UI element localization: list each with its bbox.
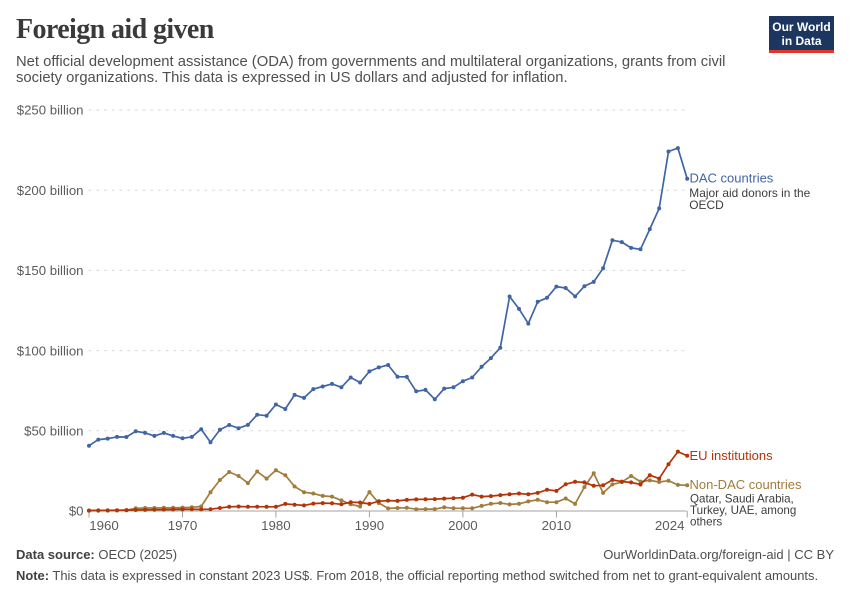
svg-text:$200 billion: $200 billion — [17, 183, 84, 198]
svg-text:Turkey, UAE, among: Turkey, UAE, among — [690, 504, 796, 517]
svg-text:Non-DAC countries: Non-DAC countries — [690, 477, 802, 492]
svg-text:Qatar, Saudi Arabia,: Qatar, Saudi Arabia, — [690, 492, 794, 505]
svg-text:2024: 2024 — [655, 518, 685, 533]
svg-text:1970: 1970 — [168, 518, 198, 533]
svg-text:others: others — [690, 516, 722, 529]
svg-text:2010: 2010 — [542, 518, 572, 533]
svg-text:1990: 1990 — [355, 518, 385, 533]
svg-text:1980: 1980 — [261, 518, 291, 533]
svg-text:OECD: OECD — [689, 198, 724, 212]
svg-text:2000: 2000 — [448, 518, 478, 533]
svg-text:1960: 1960 — [89, 518, 119, 533]
svg-text:$100 billion: $100 billion — [17, 343, 84, 358]
svg-text:$50 billion: $50 billion — [24, 424, 83, 439]
svg-text:EU institutions: EU institutions — [690, 448, 774, 463]
svg-text:$150 billion: $150 billion — [17, 263, 84, 278]
svg-text:$0: $0 — [69, 504, 84, 519]
svg-text:$250 billion: $250 billion — [17, 103, 84, 118]
svg-text:Major aid donors in the: Major aid donors in the — [689, 186, 810, 200]
svg-text:DAC countries: DAC countries — [690, 171, 774, 186]
